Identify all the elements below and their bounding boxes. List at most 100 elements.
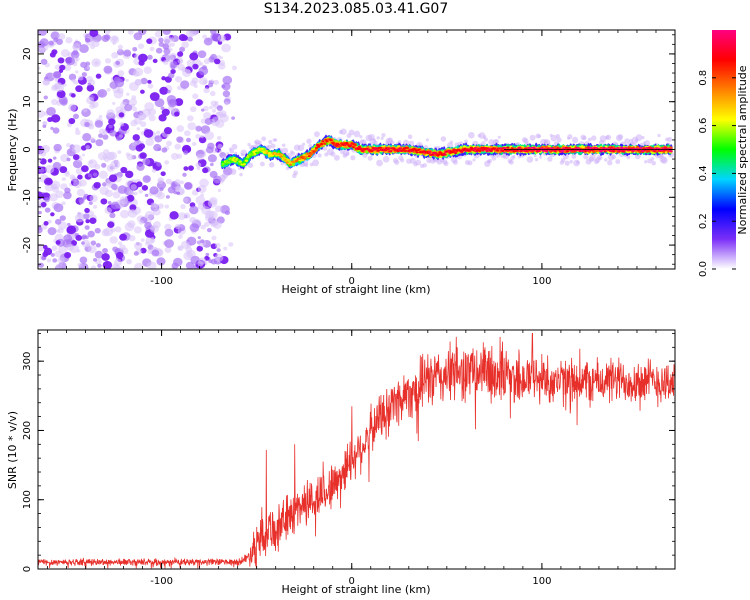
noise-point [47,219,52,224]
ridge-halo [367,155,373,161]
noise-point [90,137,95,142]
ridge-cell [313,149,318,152]
noise-point [102,247,108,254]
ridge-halo [599,135,607,143]
ridge-cell [288,163,293,166]
top-xlabel: Height of straight line (km) [281,283,430,296]
noise-point [200,224,206,230]
noise-point [110,201,120,210]
noise-point [59,215,66,221]
noise-point [45,179,53,185]
noise-point [60,49,70,58]
ridge-halo [247,162,254,168]
noise-point [51,98,58,106]
y-tick-label: 300 [22,352,33,371]
noise-point [162,30,171,36]
noise-point [128,81,139,91]
noise-point [154,204,159,208]
noise-point [147,79,152,84]
noise-point [84,235,89,240]
ridge-halo [317,153,322,158]
noise-point [93,181,101,189]
noise-point [164,246,172,254]
noise-point [210,32,221,42]
noise-point [94,163,101,170]
ridge-halo [497,135,501,139]
colorbar-label: Normalized spectral amplitude [736,65,749,234]
noise-point [149,46,155,52]
x-tick-label: 0 [349,576,355,587]
noise-point [68,73,77,81]
noise-point [52,258,58,263]
ridge-cell [317,145,321,148]
noise-point [84,207,90,213]
noise-point [204,118,213,125]
noise-point [142,158,151,166]
noise-point [222,75,233,85]
noise-point [90,44,96,50]
ridge-cell [454,151,458,155]
noise-point [210,30,217,35]
noise-point [124,222,135,232]
noise-point [207,154,217,163]
noise-point [133,251,139,256]
ridge-halo [591,135,597,141]
noise-point [103,30,111,35]
noise-point [40,58,48,65]
ridge-halo [353,130,361,138]
noise-point [145,138,154,146]
noise-point [42,120,48,125]
ridge-halo [281,147,289,155]
noise-point [138,143,146,150]
noise-point [201,206,211,215]
ridge-halo [376,159,383,167]
noise-point [50,31,60,40]
ridge-cell [608,149,613,152]
noise-point [146,38,153,44]
noise-point [94,61,99,65]
noise-point [85,61,91,66]
noise-point [46,106,56,116]
noise-point [59,64,66,71]
noise-point [75,70,79,74]
ridge-halo [651,160,656,166]
ridge-cell [398,147,402,150]
noise-point [199,62,204,66]
noise-point [176,136,184,143]
noise-point [183,130,191,137]
noise-point [205,252,210,257]
noise-point [38,47,42,51]
bottom-ylabel: SNR (10 * v/v) [6,411,19,489]
noise-point [53,143,62,152]
ridge-halo [234,151,238,155]
noise-point [50,126,54,130]
noise-point [38,109,46,118]
ridge-cell [437,153,441,156]
x-tick-label: 0 [349,276,355,287]
noise-point [65,37,73,44]
noise-point [189,80,197,87]
noise-point [56,90,66,99]
noise-point [101,34,110,43]
ridge-cell [253,152,257,155]
noise-point [214,58,221,65]
noise-point [214,253,224,262]
noise-point [196,153,204,161]
ridge-halo [575,160,580,165]
noise-point [47,227,57,236]
ridge-halo [641,135,645,140]
noise-point [106,109,115,117]
ridge-halo [425,138,429,142]
noise-point [115,60,121,65]
noise-point [160,171,166,177]
noise-point [117,44,123,50]
noise-point [178,33,187,42]
noise-point [219,56,224,60]
noise-point [166,94,177,104]
noise-point [93,258,98,262]
noise-point [77,174,83,180]
noise-point [165,178,172,185]
noise-point [132,70,140,77]
noise-point [119,122,125,127]
noise-point [113,76,121,84]
